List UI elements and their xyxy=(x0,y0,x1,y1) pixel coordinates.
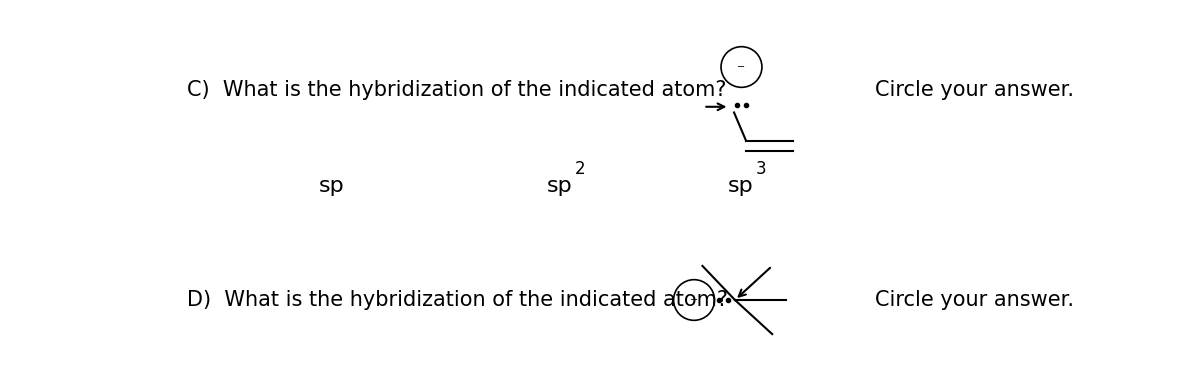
Text: Circle your answer.: Circle your answer. xyxy=(876,290,1074,310)
Text: 3: 3 xyxy=(756,160,767,178)
Text: −: − xyxy=(738,62,745,72)
Text: D)  What is the hybridization of the indicated atom?: D) What is the hybridization of the indi… xyxy=(187,290,728,310)
Text: −: − xyxy=(690,295,698,305)
Text: Circle your answer.: Circle your answer. xyxy=(876,80,1074,100)
Text: C)  What is the hybridization of the indicated atom?: C) What is the hybridization of the indi… xyxy=(187,80,727,100)
Text: sp: sp xyxy=(727,176,754,196)
Text: 2: 2 xyxy=(575,160,584,178)
Text: sp: sp xyxy=(546,176,572,196)
Text: sp: sp xyxy=(318,176,344,196)
